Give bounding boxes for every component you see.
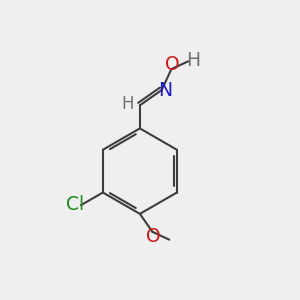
Text: O: O <box>165 56 179 74</box>
Text: H: H <box>186 51 200 70</box>
Text: H: H <box>122 95 134 113</box>
Text: Cl: Cl <box>66 196 84 214</box>
Text: O: O <box>146 227 160 246</box>
Text: N: N <box>158 81 172 100</box>
